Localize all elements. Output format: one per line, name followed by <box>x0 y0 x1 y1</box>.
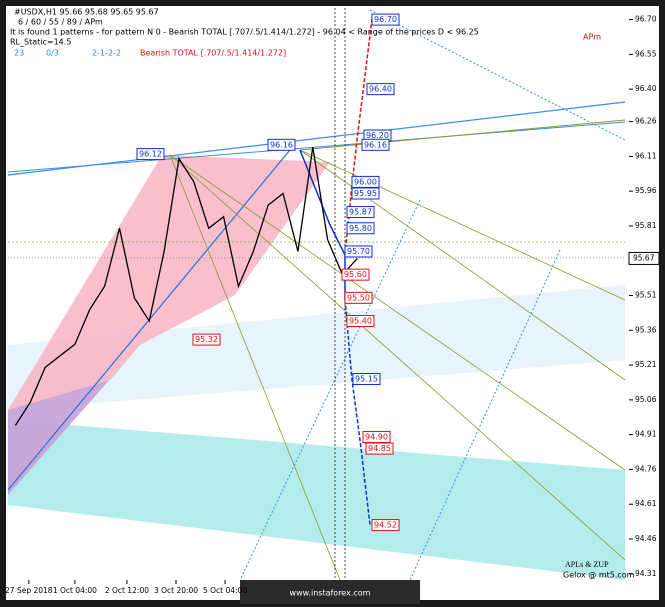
level-label: 94.90 <box>365 432 388 441</box>
watermark-bg <box>240 580 420 604</box>
dotted-line <box>409 249 561 581</box>
settings-line: 6 / 60 / 55 / 89 / APm <box>18 18 103 27</box>
y-tick-label: 95.81 <box>635 221 657 230</box>
y-tick-label: 95.36 <box>635 325 657 334</box>
y-tick-label: 95.06 <box>635 395 657 404</box>
y-tick-label: 94.76 <box>635 464 657 473</box>
y-tick-label: 94.61 <box>635 499 657 508</box>
y-tick-label: 95.51 <box>635 291 657 300</box>
last-price-box <box>628 251 660 265</box>
channel-overlap <box>8 345 140 495</box>
price-line <box>14 147 358 426</box>
channel-light <box>8 285 625 410</box>
fan-line <box>169 154 341 581</box>
level-box <box>366 83 395 96</box>
level-box <box>346 315 375 328</box>
last-price-label: 95.67 <box>633 253 655 262</box>
level-box <box>267 138 296 151</box>
level-label: 95.50 <box>347 293 370 302</box>
level-label: 95.95 <box>354 189 377 198</box>
level-label: 95.40 <box>349 317 372 326</box>
trend-line <box>7 101 626 176</box>
footer-credit: Gelox @ mt5.com <box>563 571 635 580</box>
level-label: 94.85 <box>368 444 391 453</box>
x-tick-label: 2 Oct 12:00 <box>105 586 149 595</box>
pattern-name: Bearish TOTAL [.707/.5/1.414/1.272] <box>140 49 286 58</box>
channel-pink <box>8 155 330 495</box>
footer-title: APLs & ZUP <box>565 560 609 569</box>
trend-line <box>299 119 626 151</box>
level-box <box>346 222 375 235</box>
fan-line <box>169 154 626 471</box>
x-tick-label: 5 Oct 04:00 <box>203 586 247 595</box>
y-tick-label: 95.96 <box>635 186 657 195</box>
level-box <box>361 138 390 151</box>
static-line: RL_Static=14.5 <box>10 38 71 47</box>
level-box <box>371 13 400 26</box>
x-tick-label: 27 Sep 2018 <box>5 586 53 595</box>
projection-blue <box>344 299 371 526</box>
level-box <box>346 206 375 219</box>
level-box <box>344 291 373 304</box>
fan-line <box>299 149 626 301</box>
watermark: www.instaforex.com <box>290 589 371 598</box>
y-tick-label: 94.46 <box>635 534 657 543</box>
price-axis <box>629 6 659 580</box>
y-tick-label: 96.70 <box>635 15 657 24</box>
level-box <box>136 148 165 161</box>
y-tick-label: 96.55 <box>635 49 657 58</box>
corner-tag: APm <box>583 33 601 42</box>
y-tick-label: 94.91 <box>635 430 657 439</box>
level-box <box>371 519 400 532</box>
level-box <box>365 442 394 455</box>
level-box <box>351 187 380 200</box>
level-label: 95.80 <box>349 224 372 233</box>
counter: 2-1-2-2 <box>92 49 121 58</box>
y-tick-label: 94.31 <box>635 569 657 578</box>
x-tick-label: 3 Oct 20:00 <box>154 586 198 595</box>
symbol-line: #USDX,H1 95.66 95.68 95.65 95.67 <box>14 8 159 17</box>
y-tick-label: 96.40 <box>635 84 657 93</box>
level-label: 96.70 <box>374 15 397 24</box>
level-label: 95.70 <box>347 247 370 256</box>
level-label: 94.52 <box>374 521 397 530</box>
counter: 23 <box>14 49 24 58</box>
y-tick-label: 96.26 <box>635 117 657 126</box>
x-tick-label: 1 Oct 04:00 <box>53 586 97 595</box>
level-label: 95.87 <box>349 208 372 217</box>
trend-line <box>7 121 626 173</box>
fan-line <box>169 154 626 561</box>
level-box <box>352 372 381 385</box>
level-label: 95.15 <box>355 374 378 383</box>
level-label: 95.60 <box>344 270 367 279</box>
level-box <box>344 245 373 258</box>
level-box <box>362 430 391 443</box>
level-label: 96.20 <box>366 131 389 140</box>
level-label: 96.40 <box>369 85 392 94</box>
projection-red <box>344 18 373 256</box>
y-tick-label: 96.11 <box>635 151 657 160</box>
level-label: 96.00 <box>354 177 377 186</box>
level-box <box>341 268 370 281</box>
level-label: 95.32 <box>195 335 218 344</box>
counter: 0/3 <box>46 49 59 58</box>
level-box <box>192 333 221 346</box>
level-label: 96.16 <box>364 140 387 149</box>
level-label: 96.12 <box>139 150 162 159</box>
channel-cyan <box>8 420 625 580</box>
info-line: It is found 1 patterns - for pattern N 0… <box>10 28 479 37</box>
y-tick-label: 95.21 <box>635 360 657 369</box>
level-label: 96.16 <box>270 140 293 149</box>
level-box <box>351 175 380 188</box>
